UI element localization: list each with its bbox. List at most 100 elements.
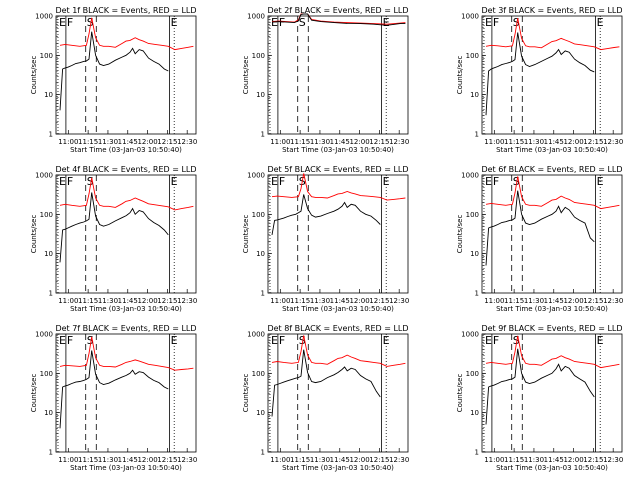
x-tick-label: 11:45	[544, 456, 564, 464]
x-tick-label: 12:00	[349, 297, 369, 305]
marker-label: E	[59, 16, 66, 29]
x-tick-label: 11:30	[98, 138, 118, 146]
y-tick-label: 1	[261, 290, 265, 298]
panel-title: Det 5f BLACK = Events, RED = LLD	[267, 165, 408, 174]
marker-label: F	[67, 175, 73, 188]
y-tick-label: 100	[252, 211, 265, 219]
x-tick-label: 12:00	[563, 456, 583, 464]
marker-label: S	[87, 175, 94, 188]
x-tick-label: 12:30	[603, 456, 623, 464]
panel-title: Det 1f BLACK = Events, RED = LLD	[55, 6, 196, 15]
marker-label: E	[485, 334, 492, 347]
y-tick-label: 10	[44, 250, 53, 258]
x-tick-label: 11:15	[78, 138, 98, 146]
y-tick-label: 100	[466, 370, 479, 378]
y-tick-label: 1	[475, 131, 479, 139]
marker-label: F	[493, 16, 499, 29]
lld-series-line	[271, 173, 406, 201]
x-tick-label: 11:30	[310, 297, 330, 305]
x-tick-label: 11:00	[270, 456, 290, 464]
marker-label: E	[271, 334, 278, 347]
marker-label: E	[59, 334, 66, 347]
x-tick-label: 12:30	[177, 138, 197, 146]
x-axis-label: Start Time (03-Jan-03 10:50:40)	[282, 146, 394, 154]
y-tick-label: 10	[256, 409, 265, 417]
x-axis-label: Start Time (03-Jan-03 10:50:40)	[282, 464, 394, 472]
x-tick-label: 11:00	[270, 297, 290, 305]
x-tick-label: 12:15	[583, 456, 603, 464]
marker-label: E	[271, 175, 278, 188]
x-axis-label: Start Time (03-Jan-03 10:50:40)	[70, 146, 182, 154]
lld-series-line	[59, 17, 194, 51]
events-series-line	[485, 348, 595, 425]
x-tick-label: 11:30	[98, 297, 118, 305]
y-tick-label: 1000	[35, 13, 53, 21]
panel-3: Det 3f BLACK = Events, RED = LLD 1 10 100 10…	[456, 6, 623, 154]
x-tick-label: 11:30	[524, 297, 544, 305]
y-tick-label: 1000	[247, 172, 265, 180]
x-tick-label: 11:00	[484, 297, 504, 305]
x-tick-label: 12:15	[157, 297, 177, 305]
x-tick-label: 12:00	[137, 456, 157, 464]
events-series-line	[271, 349, 381, 417]
y-axis-label: Counts/sec	[30, 56, 38, 95]
x-tick-label: 12:15	[583, 138, 603, 146]
x-tick-label: 11:30	[524, 456, 544, 464]
y-axis-label: Counts/sec	[242, 56, 250, 95]
x-tick-label: 11:00	[484, 456, 504, 464]
x-tick-label: 12:15	[369, 456, 389, 464]
y-tick-label: 1000	[35, 172, 53, 180]
y-tick-label: 100	[252, 52, 265, 60]
y-axis-label: Counts/sec	[30, 215, 38, 254]
plot-frame	[267, 15, 409, 135]
x-tick-label: 12:15	[157, 456, 177, 464]
marker-label: S	[299, 16, 306, 29]
y-tick-label: 1	[261, 449, 265, 457]
panel-6: Det 6f BLACK = Events, RED = LLD 1 10 100 10…	[456, 165, 623, 313]
x-tick-label: 11:15	[78, 456, 98, 464]
events-series-line	[271, 13, 406, 26]
marker-label: F	[67, 334, 73, 347]
panel-title: Det 4f BLACK = Events, RED = LLD	[55, 165, 196, 174]
panel-2: Det 2f BLACK = Events, RED = LLD 1 10 100 10…	[242, 6, 409, 154]
lld-series-line	[59, 177, 194, 211]
x-tick-label: 12:30	[603, 297, 623, 305]
marker-label: F	[279, 175, 285, 188]
y-tick-label: 10	[470, 91, 479, 99]
plot-frame	[55, 15, 197, 135]
y-tick-label: 100	[40, 52, 53, 60]
y-tick-label: 1	[49, 131, 53, 139]
x-tick-label: 11:00	[58, 456, 78, 464]
y-tick-label: 10	[470, 409, 479, 417]
y-tick-label: 1000	[461, 331, 479, 339]
panel-title: Det 7f BLACK = Events, RED = LLD	[55, 324, 196, 333]
x-tick-label: 11:15	[504, 297, 524, 305]
x-tick-label: 11:00	[58, 297, 78, 305]
panel-title: Det 9f BLACK = Events, RED = LLD	[481, 324, 622, 333]
events-series-line	[59, 350, 169, 429]
marker-label: S	[299, 334, 306, 347]
lld-series-line	[59, 336, 194, 371]
events-series-line	[485, 32, 595, 116]
panel-5: Det 5f BLACK = Events, RED = LLD 1 10 100 10…	[242, 165, 409, 313]
events-series-line	[59, 31, 169, 111]
y-axis-label: Counts/sec	[242, 374, 250, 413]
lld-series-line	[485, 18, 620, 51]
panel-title: Det 2f BLACK = Events, RED = LLD	[267, 6, 408, 15]
x-tick-label: 11:15	[290, 138, 310, 146]
marker-label: S	[513, 334, 520, 347]
x-tick-label: 12:30	[603, 138, 623, 146]
x-tick-label: 11:30	[310, 456, 330, 464]
x-tick-label: 11:45	[330, 138, 350, 146]
x-axis-label: Start Time (03-Jan-03 10:50:40)	[496, 464, 608, 472]
y-tick-label: 100	[40, 211, 53, 219]
y-tick-label: 1	[49, 290, 53, 298]
x-tick-label: 12:15	[157, 138, 177, 146]
x-axis-label: Start Time (03-Jan-03 10:50:40)	[496, 146, 608, 154]
x-tick-label: 11:45	[118, 138, 138, 146]
y-tick-label: 1	[261, 131, 265, 139]
y-axis-label: Counts/sec	[30, 374, 38, 413]
x-tick-label: 12:00	[563, 138, 583, 146]
x-tick-label: 12:30	[177, 297, 197, 305]
marker-label: S	[513, 16, 520, 29]
